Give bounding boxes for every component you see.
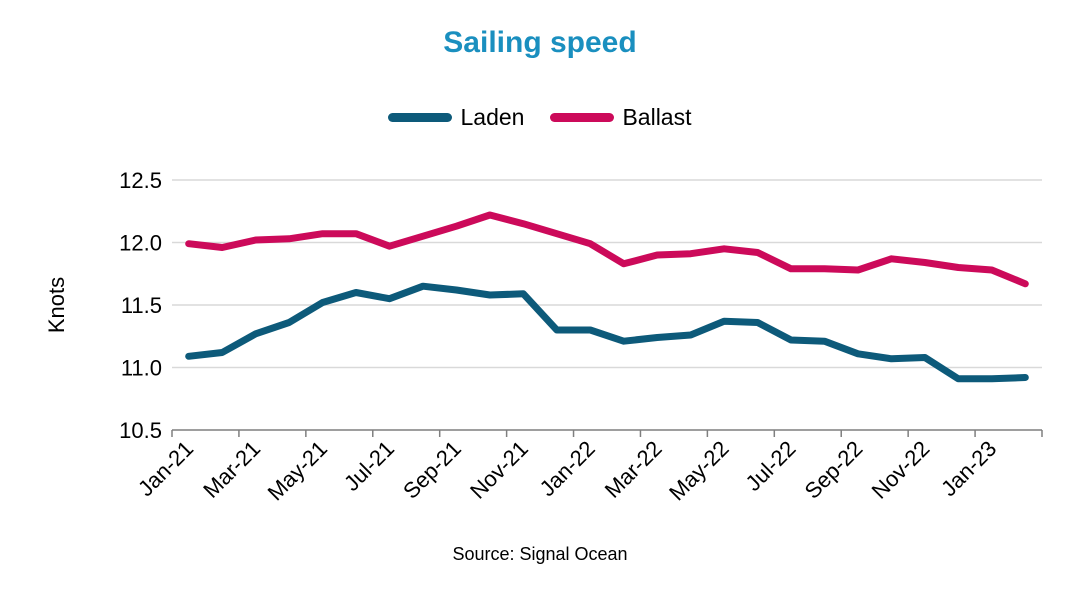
- x-tick-label: Nov-21: [465, 436, 533, 504]
- x-tick-label: Nov-22: [867, 436, 935, 504]
- x-tick-label: Jan-22: [535, 436, 600, 501]
- series-line-ballast: [185, 211, 1029, 288]
- legend-label-ballast: Ballast: [622, 104, 692, 130]
- y-tick-label: 11.0: [121, 356, 162, 381]
- x-tick-label: Sep-22: [800, 436, 868, 504]
- x-tick-label: Mar-22: [600, 436, 667, 503]
- source-note: Source: Signal Ocean: [452, 544, 628, 564]
- legend: Laden Ballast: [0, 104, 1080, 131]
- legend-label-laden: Laden: [460, 104, 525, 130]
- x-tick-label: May-22: [664, 436, 734, 506]
- legend-item-laden: Laden: [388, 104, 524, 131]
- x-tick-label: Sep-21: [398, 436, 466, 504]
- x-tick-label: Jan-21: [133, 436, 198, 501]
- x-tick-label: Jul-22: [741, 436, 801, 496]
- legend-swatch-ballast: [550, 113, 615, 122]
- series-line-laden: [185, 282, 1029, 383]
- y-tick-label: 12.5: [119, 168, 162, 193]
- x-tick-label: Jan-23: [936, 436, 1001, 501]
- legend-item-ballast: Ballast: [550, 104, 692, 131]
- y-tick-label: 11.5: [121, 293, 162, 318]
- legend-swatch-laden: [388, 113, 453, 122]
- y-axis-label: Knots: [44, 277, 69, 333]
- x-tick-label: Jul-21: [339, 436, 399, 496]
- x-tick-label: May-21: [263, 436, 333, 506]
- x-tick-label: Mar-21: [198, 436, 265, 503]
- chart-title: Sailing speed: [443, 26, 637, 59]
- y-tick-label: 10.5: [119, 418, 162, 443]
- y-tick-label: 12.0: [119, 231, 162, 256]
